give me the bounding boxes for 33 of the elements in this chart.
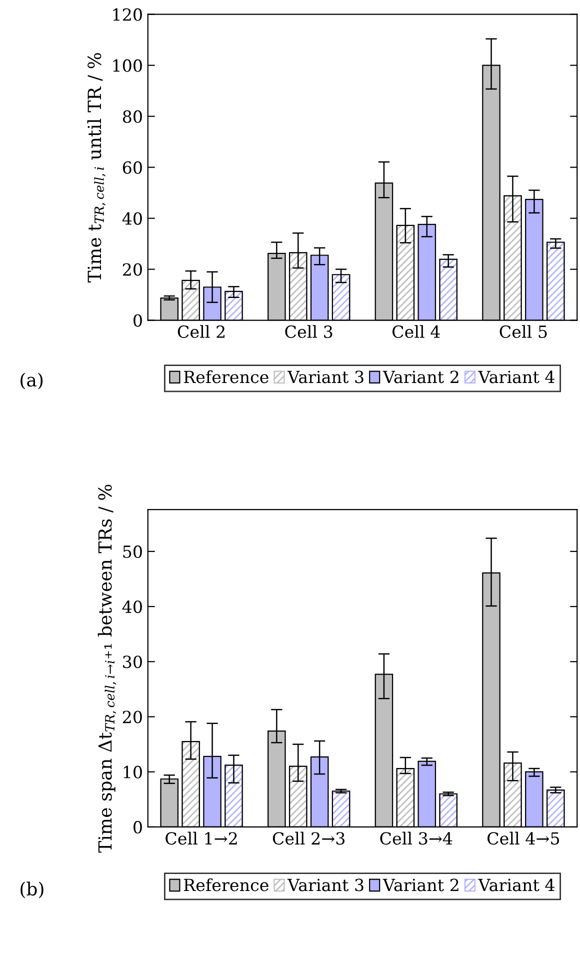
text: (a) bbox=[20, 372, 43, 390]
x-tick-label: Cell 4 bbox=[392, 325, 440, 338]
x-tick-label: Cell 1→2 bbox=[166, 832, 237, 845]
x-tick-label: Cell 5 bbox=[500, 325, 547, 338]
x-tick-label: Cell 2 bbox=[178, 325, 225, 338]
y-tick-label: 120 bbox=[113, 8, 142, 21]
legend-label: Variant 2 bbox=[382, 878, 458, 892]
y-tick-label: 10 bbox=[124, 766, 142, 778]
legend-label: Variant 4 bbox=[478, 878, 554, 892]
legend-label: Reference bbox=[184, 370, 268, 384]
x-tick-label: Cell 2→3 bbox=[272, 832, 344, 845]
text: (b) bbox=[20, 882, 44, 898]
y-axis-title: Time t$_{TR,cell,i}$ until TR / % bbox=[87, 53, 106, 282]
y-tick-label: 100 bbox=[113, 59, 142, 72]
y-tick-label: 0 bbox=[134, 820, 142, 834]
y-tick-label: 40 bbox=[122, 600, 142, 614]
y-tick-label: 40 bbox=[122, 212, 142, 225]
x-tick-label: Cell 3 bbox=[285, 325, 332, 338]
y-tick-label: 80 bbox=[122, 110, 142, 123]
y-tick-label: 60 bbox=[122, 161, 142, 174]
legend-label: Variant 3 bbox=[287, 370, 364, 384]
legend-label: Variant 2 bbox=[382, 370, 458, 384]
legend-label: Variant 4 bbox=[478, 370, 554, 384]
y-axis-title: Time span Δt$_{TR,cell,i→i}$₊₁ between TRs / % bbox=[98, 484, 116, 853]
y-tick-label: 0 bbox=[134, 314, 142, 327]
legend-label: Reference bbox=[184, 878, 268, 892]
y-tick-label: 20 bbox=[122, 710, 142, 724]
y-tick-label: 50 bbox=[123, 545, 142, 558]
y-tick-label: 30 bbox=[123, 656, 142, 668]
legend-label: Variant 3 bbox=[287, 878, 364, 892]
y-tick-label: 20 bbox=[122, 263, 142, 276]
x-tick-label: Cell 3→4 bbox=[380, 832, 452, 845]
x-tick-label: Cell 4→5 bbox=[488, 832, 560, 845]
